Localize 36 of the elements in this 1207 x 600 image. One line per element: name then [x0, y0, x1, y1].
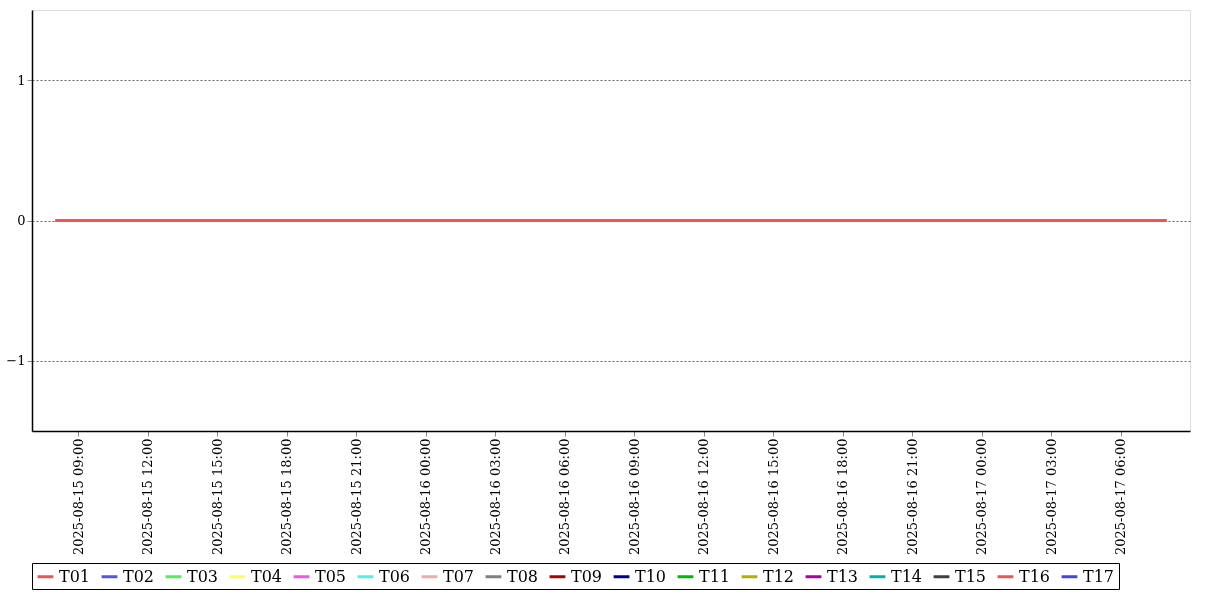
x-tick-label: 2025-08-15 18:00	[279, 438, 295, 556]
legend-label: T04	[251, 566, 283, 586]
x-tick-label: 2025-08-16 12:00	[696, 438, 712, 556]
x-tick-label: 2025-08-16 00:00	[418, 438, 434, 556]
legend-label: T17	[1083, 566, 1115, 586]
y-tick-label: 0	[17, 213, 26, 228]
legend-label: T11	[699, 566, 731, 586]
legend-label: T13	[827, 566, 859, 586]
legend-label: T12	[763, 566, 795, 586]
y-tick-label: 1	[17, 72, 26, 88]
x-tick-label: 2025-08-15 21:00	[348, 438, 364, 556]
x-tick-label: 2025-08-16 21:00	[904, 438, 920, 556]
legend-label: T15	[955, 566, 987, 586]
x-tick-label: 2025-08-16 06:00	[557, 438, 573, 556]
x-tick-label: 2025-08-15 15:00	[209, 438, 225, 556]
x-tick-label: 2025-08-16 03:00	[487, 438, 503, 556]
x-tick-label: 2025-08-16 18:00	[835, 438, 851, 556]
x-tick-label: 2025-08-17 06:00	[1113, 438, 1129, 556]
legend-label: T14	[891, 566, 923, 586]
x-tick-label: 2025-08-16 15:00	[765, 438, 781, 556]
legend-label: T10	[635, 566, 667, 586]
x-tick-label: 2025-08-15 09:00	[70, 438, 86, 556]
x-tick-label: 2025-08-17 00:00	[974, 438, 990, 556]
legend-label: T07	[443, 566, 475, 586]
legend-label: T08	[507, 566, 539, 586]
legend-label: T06	[379, 566, 411, 586]
x-tick-label: 2025-08-16 09:00	[626, 438, 642, 556]
legend-label: T02	[123, 566, 155, 586]
legend-label: T03	[187, 566, 219, 586]
x-tick-label: 2025-08-17 03:00	[1043, 438, 1059, 556]
legend-label: T16	[1019, 566, 1051, 586]
legend-label: T01	[59, 566, 91, 586]
y-tick-label: −1	[6, 353, 26, 369]
legend-label: T09	[571, 566, 603, 586]
legend-label: T05	[315, 566, 347, 586]
x-tick-label: 2025-08-15 12:00	[140, 438, 156, 556]
